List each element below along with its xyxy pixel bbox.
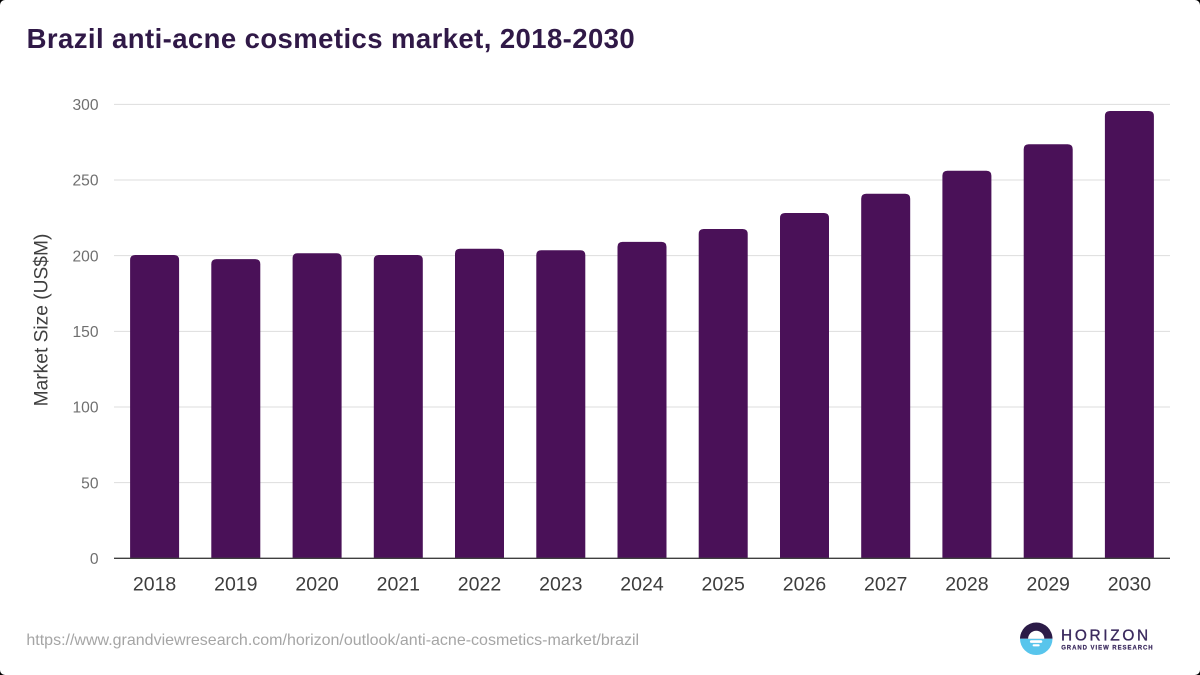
svg-text:250: 250 xyxy=(72,173,98,190)
svg-text:2028: 2028 xyxy=(945,574,988,596)
svg-text:100: 100 xyxy=(72,400,98,417)
svg-text:2022: 2022 xyxy=(458,574,501,596)
svg-text:2029: 2029 xyxy=(1027,574,1070,596)
svg-text:200: 200 xyxy=(72,248,98,265)
svg-text:Brazil anti-acne cosmetics mar: Brazil anti-acne cosmetics market, 2018-… xyxy=(27,23,636,54)
svg-text:https://www.grandviewresearch.: https://www.grandviewresearch.com/horizo… xyxy=(26,632,639,649)
svg-text:HORIZON: HORIZON xyxy=(1061,627,1151,644)
svg-text:Market Size (US$M): Market Size (US$M) xyxy=(32,234,53,407)
svg-text:2023: 2023 xyxy=(539,574,582,596)
svg-text:0: 0 xyxy=(90,551,99,568)
svg-text:2030: 2030 xyxy=(1108,574,1152,596)
svg-text:2020: 2020 xyxy=(295,574,339,596)
svg-text:2027: 2027 xyxy=(864,574,907,596)
svg-text:150: 150 xyxy=(72,324,98,341)
svg-text:300: 300 xyxy=(72,97,98,114)
svg-text:50: 50 xyxy=(81,475,99,492)
svg-text:2024: 2024 xyxy=(620,574,664,596)
svg-text:2025: 2025 xyxy=(702,574,746,596)
svg-text:2021: 2021 xyxy=(377,574,420,596)
svg-text:GRAND VIEW RESEARCH: GRAND VIEW RESEARCH xyxy=(1061,645,1153,651)
svg-text:2018: 2018 xyxy=(133,574,176,596)
svg-text:2019: 2019 xyxy=(214,574,257,596)
svg-text:2026: 2026 xyxy=(783,574,826,596)
